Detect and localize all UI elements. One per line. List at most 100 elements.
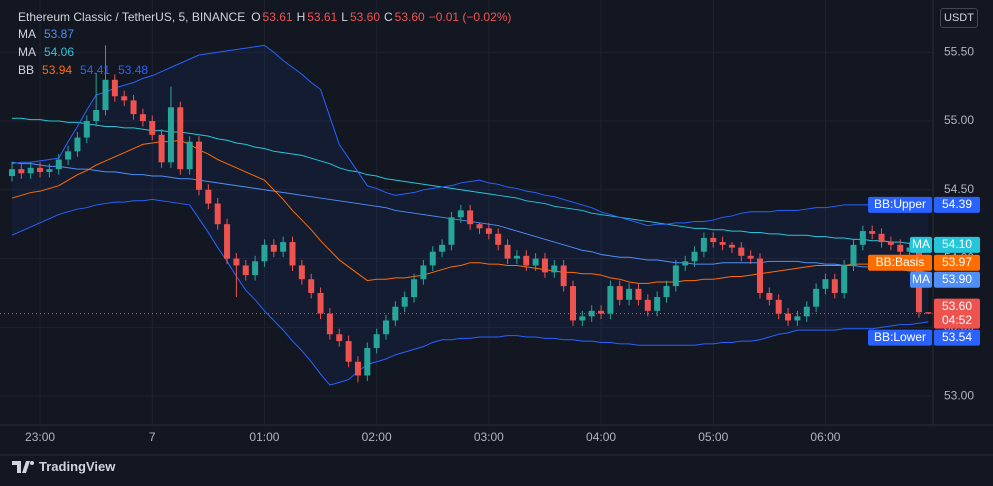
candle-body	[149, 121, 156, 135]
candle-body	[9, 169, 15, 177]
indicator-row[interactable]: MA 53.87	[18, 27, 82, 41]
price-label: BB:Lower 53.54	[868, 329, 980, 346]
indicator-name: MA	[18, 27, 36, 41]
candle-body	[93, 110, 100, 122]
candle-body	[439, 244, 446, 252]
label-name: BB:Lower	[874, 330, 926, 344]
x-tick-label: 06:00	[810, 430, 840, 444]
price-label: BB:Upper 54.39	[868, 196, 980, 213]
candle-body	[27, 167, 34, 174]
candle-body	[541, 258, 548, 273]
candle-body	[457, 210, 464, 218]
candle-body	[139, 114, 146, 122]
y-tick-label: 55.50	[944, 44, 974, 58]
price-change: −0.01 (−0.02%)	[428, 10, 512, 24]
candle-body	[74, 137, 81, 152]
label-tag	[910, 271, 932, 288]
currency-button[interactable]: USDT	[940, 8, 978, 28]
candle-body	[560, 265, 567, 287]
candle-body	[476, 224, 483, 229]
label-box	[934, 271, 980, 288]
label-box	[934, 254, 980, 271]
x-tick-label: 05:00	[698, 430, 728, 444]
candle-body	[878, 233, 885, 243]
label-value: 53.97	[942, 255, 972, 269]
candle-body	[635, 288, 642, 300]
brand-logo[interactable]: TradingView	[12, 459, 115, 474]
candle-body	[570, 286, 576, 321]
candle-body	[289, 242, 296, 266]
ohlc-key: L	[341, 10, 348, 24]
indicator-row[interactable]: MA 54.06	[18, 45, 82, 59]
candle-body	[897, 244, 904, 252]
label-box	[934, 196, 980, 213]
candle-body	[654, 297, 661, 311]
label-value: 53.90	[942, 272, 972, 286]
candle-body	[513, 255, 520, 259]
candle-body	[813, 288, 820, 307]
candle-body	[775, 299, 782, 314]
candle-body	[158, 134, 165, 163]
y-tick-label: 55.00	[944, 113, 974, 127]
candle-body	[859, 231, 866, 245]
candle-countdown: 04:52	[942, 313, 972, 327]
candle-body	[167, 107, 174, 163]
indicator-name: BB	[18, 63, 35, 77]
candle-body	[532, 258, 539, 266]
candle-body	[401, 297, 408, 307]
candle-body	[196, 141, 202, 190]
candle-body	[794, 316, 801, 321]
candle-body	[850, 244, 857, 266]
candle-body	[364, 347, 371, 376]
candle-body	[336, 334, 343, 342]
candle-body	[495, 233, 502, 245]
indicator-line	[11, 198, 929, 386]
label-value: 53.54	[942, 330, 972, 344]
price-label: MA 53.90	[910, 271, 980, 288]
ohlc-key: H	[296, 10, 306, 24]
indicator-value: 53.94	[42, 63, 73, 77]
candle-body	[373, 334, 380, 348]
candle-body	[177, 107, 184, 170]
candle-body	[738, 247, 745, 256]
indicator-line	[12, 117, 929, 246]
ohlc-value: 53.61	[262, 10, 293, 24]
indicator-value: 54.41	[80, 63, 111, 77]
ohlc-value: 53.61	[307, 10, 338, 24]
candle-body	[130, 100, 137, 115]
label-tag	[868, 329, 932, 346]
candle-body	[345, 341, 352, 362]
candle-body	[102, 79, 109, 111]
candle-body	[841, 265, 848, 293]
indicator-row[interactable]: BB 53.94 54.41 53.48	[18, 63, 156, 77]
label-value: 54.10	[942, 237, 972, 251]
symbol-title: Ethereum Classic / TetherUS, 5, BINANCE	[18, 10, 246, 24]
candle-body	[83, 121, 90, 138]
indicator-name: MA	[18, 45, 36, 59]
candle-body	[925, 312, 932, 314]
x-tick-label: 01:00	[249, 430, 279, 444]
candle-body	[214, 203, 221, 225]
label-name: BB:Upper	[874, 197, 926, 211]
candle-body	[252, 261, 259, 276]
candle-body	[607, 286, 614, 314]
candle-body	[551, 265, 558, 273]
candle-body	[448, 217, 455, 245]
candle-body	[766, 292, 773, 300]
candle-body	[719, 242, 726, 245]
ohlc-value: 53.60	[394, 10, 425, 24]
last-price-value: 53.60	[942, 299, 972, 313]
label-box	[934, 236, 980, 253]
x-tick-label: 03:00	[474, 430, 504, 444]
candle-body	[906, 247, 913, 252]
candle-body	[485, 228, 492, 234]
candle-body	[504, 244, 511, 259]
label-name: BB:Basis	[876, 255, 925, 269]
candle-body	[887, 242, 894, 245]
candle-body	[747, 255, 754, 259]
label-tag	[910, 236, 932, 253]
candle-body	[523, 255, 530, 266]
candle-body	[822, 279, 829, 289]
symbol-header: Ethereum Classic / TetherUS, 5, BINANCE O…	[18, 10, 513, 24]
